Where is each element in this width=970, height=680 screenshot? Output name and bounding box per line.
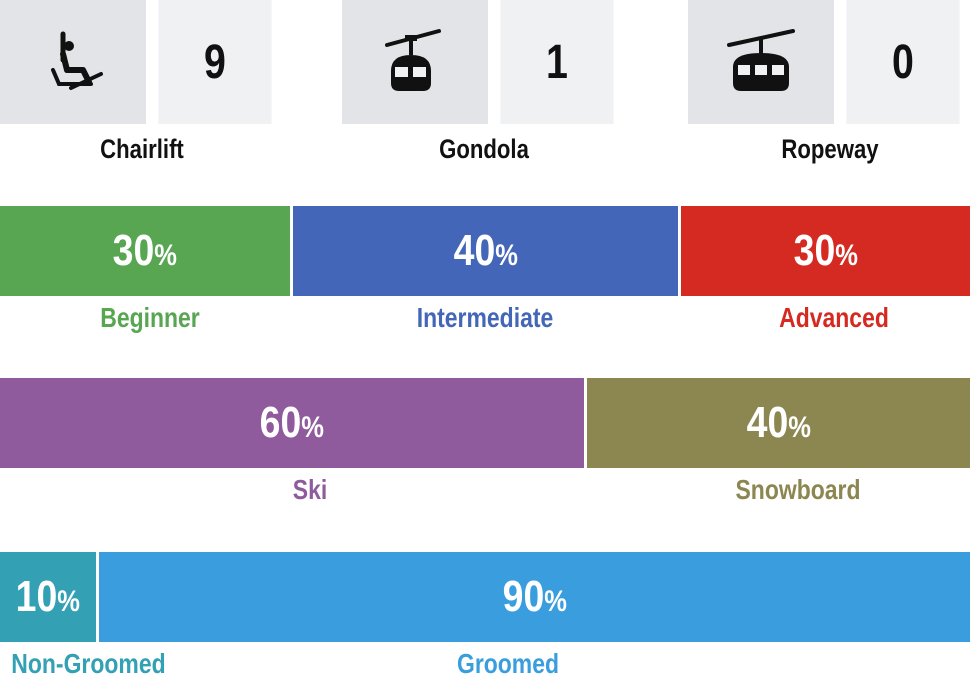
ski-percent: 60 — [259, 398, 302, 447]
intermediate-label: Intermediate — [416, 302, 554, 333]
advanced-segment: 30% — [681, 206, 970, 296]
gondola-label: Gondola — [439, 134, 529, 164]
non-groomed-label: Non-Groomed — [11, 648, 166, 679]
advanced-label: Advanced — [779, 302, 889, 333]
intermediate-segment: 40% — [293, 206, 678, 296]
non-groomed-segment: 10% — [0, 552, 96, 642]
snowboard-segment: 40% — [587, 378, 970, 468]
beginner-segment: 30% — [0, 206, 290, 296]
groomed-segment: 90% — [99, 552, 970, 642]
groomed-label: Groomed — [456, 648, 560, 679]
ski-label: Ski — [292, 474, 328, 505]
non-groomed-percent: 10 — [15, 572, 58, 621]
gondola-icon — [342, 0, 488, 124]
gondola-count: 1 — [500, 0, 614, 124]
ropeway-label: Ropeway — [781, 134, 879, 164]
groomed-percent: 90 — [502, 572, 544, 621]
snowboard-label: Snowboard — [735, 474, 861, 505]
ropeway-icon — [688, 0, 834, 124]
snowboard-percent: 40 — [746, 398, 788, 447]
ski-snowboard-bar: 60% 40% — [0, 378, 970, 468]
difficulty-bar: 30% 40% 30% — [0, 206, 970, 296]
lift-ropeway: 0 Ropeway — [688, 0, 970, 165]
chairlift-label: Chairlift — [100, 134, 184, 164]
lift-chairlift: 9 Chairlift — [0, 0, 284, 165]
beginner-percent: 30 — [112, 226, 155, 275]
chairlift-count: 9 — [158, 0, 272, 124]
advanced-percent: 30 — [793, 226, 835, 275]
intermediate-percent: 40 — [453, 226, 495, 275]
chairlift-icon — [0, 0, 146, 124]
beginner-label: Beginner — [100, 302, 200, 333]
ropeway-count: 0 — [846, 0, 960, 124]
lift-gondola: 1 Gondola — [342, 0, 626, 165]
grooming-bar: 10% 90% — [0, 552, 970, 642]
ski-segment: 60% — [0, 378, 584, 468]
